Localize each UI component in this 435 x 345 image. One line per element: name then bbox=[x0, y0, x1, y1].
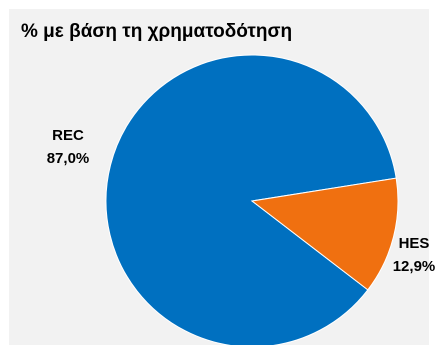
slice-category-label-rec: REC bbox=[52, 127, 84, 144]
pie-slice-hes bbox=[250, 177, 399, 291]
pie-labels: REC 87,0% HES 12,9% bbox=[47, 127, 435, 275]
chart-title: % με βάση τη χρηματοδότηση bbox=[21, 21, 293, 42]
pie-slices bbox=[105, 54, 399, 345]
slice-value-label-hes: 12,9% bbox=[393, 258, 435, 275]
slice-category-label-hes: HES bbox=[399, 235, 430, 252]
slice-value-label-rec: 87,0% bbox=[47, 150, 90, 167]
pie-slice-rec bbox=[105, 54, 397, 345]
